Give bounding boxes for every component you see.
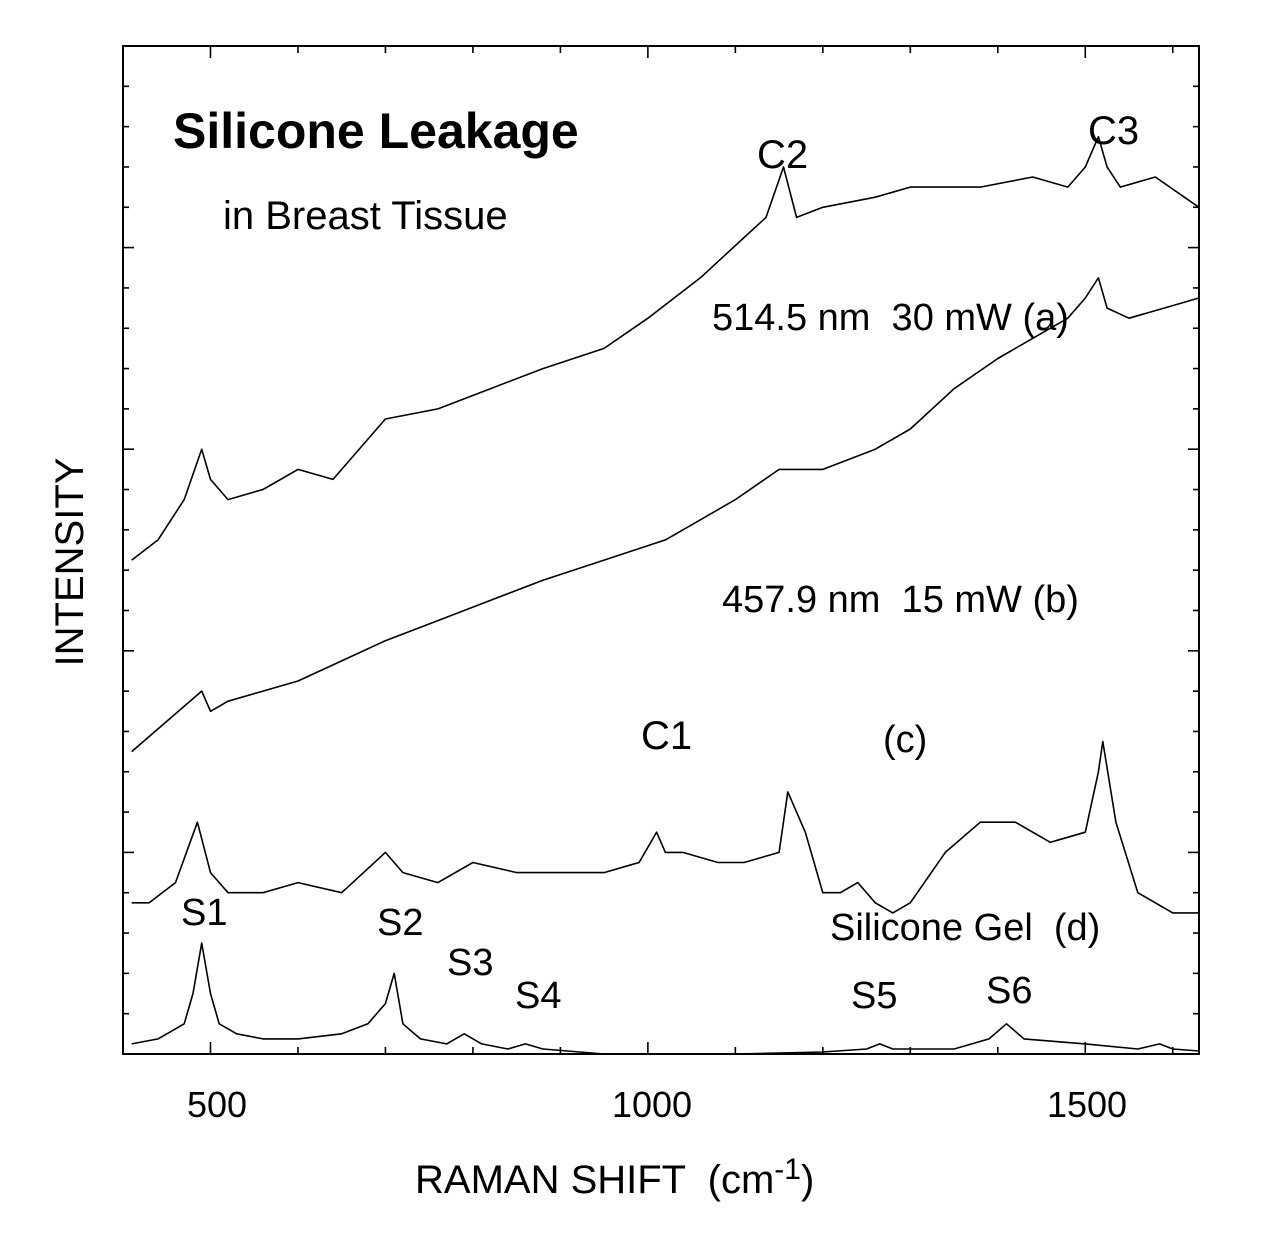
series-d-label: Silicone Gel (d) xyxy=(830,907,1100,949)
series-b-label: 457.9 nm 15 mW (b) xyxy=(722,579,1079,621)
peak-label-c2: C2 xyxy=(757,133,808,177)
y-axis-label: INTENSITY xyxy=(48,458,92,667)
trace-d-silicone-gel xyxy=(131,942,1200,1055)
peak-label-s6: S6 xyxy=(986,970,1032,1012)
trace-c-difference xyxy=(131,740,1199,914)
x-tick-label-1000: 1000 xyxy=(612,1084,692,1125)
x-axis-label-close: ) xyxy=(801,1158,814,1202)
chart-subtitle: in Breast Tissue xyxy=(223,194,508,238)
peak-label-s4: S4 xyxy=(515,975,561,1017)
spectrum-traces xyxy=(131,135,1200,1055)
x-axis-label-superscript: -1 xyxy=(774,1153,801,1186)
peak-label-s3: S3 xyxy=(447,942,493,984)
trace-b-458nm xyxy=(131,277,1200,753)
peak-label-s2: S2 xyxy=(377,902,423,944)
peak-label-s5: S5 xyxy=(851,975,897,1017)
peak-label-s1: S1 xyxy=(181,892,227,934)
x-tick-label-1500: 1500 xyxy=(1047,1084,1127,1125)
x-tick-label-500: 500 xyxy=(187,1084,247,1125)
series-c-label: (c) xyxy=(883,719,927,761)
peak-label-c1: C1 xyxy=(641,714,692,758)
plot-frame xyxy=(122,45,1200,1055)
x-axis-label: RAMAN SHIFT (cm-1) xyxy=(415,1153,814,1202)
chart-title: Silicone Leakage xyxy=(173,103,579,159)
x-axis-label-main: RAMAN SHIFT (cm xyxy=(415,1158,774,1202)
trace-a-514nm xyxy=(131,135,1200,561)
series-a-label: 514.5 nm 30 mW (a) xyxy=(712,297,1069,339)
peak-label-c3: C3 xyxy=(1088,109,1139,153)
